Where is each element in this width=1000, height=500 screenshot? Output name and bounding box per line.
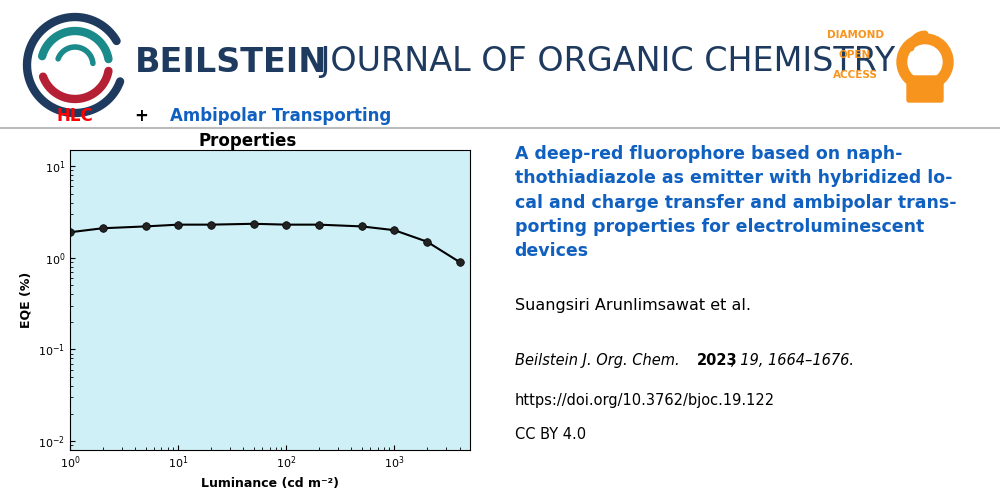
Text: https://doi.org/10.3762/bjoc.19.122: https://doi.org/10.3762/bjoc.19.122: [515, 394, 775, 408]
Text: +: +: [134, 107, 148, 125]
Text: DIAMOND: DIAMOND: [826, 30, 884, 40]
Text: 2023: 2023: [697, 352, 737, 368]
Text: A deep-red fluorophore based on naph-
thothiadiazole as emitter with hybridized : A deep-red fluorophore based on naph- th…: [515, 145, 956, 260]
Text: OPEN: OPEN: [839, 50, 871, 60]
Y-axis label: EQE (%): EQE (%): [20, 272, 33, 328]
Circle shape: [897, 34, 953, 90]
Text: Ambipolar Transporting: Ambipolar Transporting: [170, 107, 391, 125]
Text: BEILSTEIN: BEILSTEIN: [135, 46, 327, 78]
FancyBboxPatch shape: [907, 76, 943, 102]
Text: , 19, 1664–1676.: , 19, 1664–1676.: [731, 352, 854, 368]
Text: Suangsiri Arunlimsawat et al.: Suangsiri Arunlimsawat et al.: [515, 298, 751, 313]
Circle shape: [908, 45, 942, 79]
Text: Beilstein J. Org. Chem.: Beilstein J. Org. Chem.: [515, 352, 679, 368]
Text: JOURNAL OF ORGANIC CHEMISTRY: JOURNAL OF ORGANIC CHEMISTRY: [310, 46, 895, 78]
Text: CC BY 4.0: CC BY 4.0: [515, 428, 586, 442]
Text: ACCESS: ACCESS: [833, 70, 877, 80]
Text: HLC: HLC: [56, 107, 93, 125]
Text: Properties: Properties: [198, 132, 297, 150]
X-axis label: Luminance (cd m⁻²): Luminance (cd m⁻²): [201, 477, 339, 490]
